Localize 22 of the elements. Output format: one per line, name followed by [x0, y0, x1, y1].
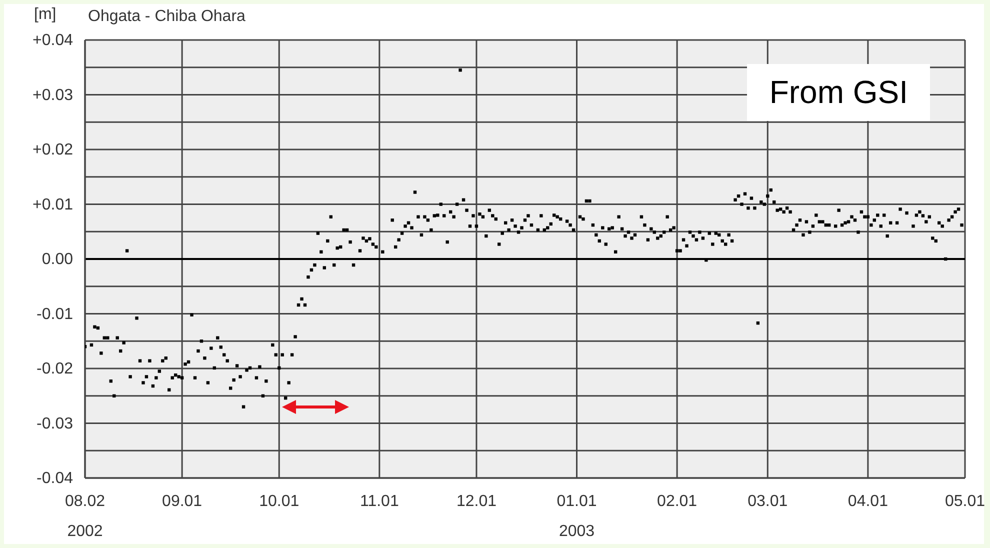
x-tick-label: 02.01	[657, 493, 698, 510]
x-tick-label: 10.01	[259, 493, 300, 510]
x-tick-label: 04.01	[848, 493, 888, 510]
x-tick-label: 05.01	[944, 493, 986, 510]
y-tick-label: +0.01	[32, 196, 74, 214]
x-tick-label: 03.01	[748, 493, 788, 510]
y-tick-label: +0.03	[32, 86, 74, 104]
y-tick-label: -0.03	[36, 415, 74, 432]
y-tick-label: -0.01	[36, 306, 74, 323]
y-tick-label: +0.02	[32, 142, 74, 158]
y-tick-label: +0.04	[32, 32, 74, 49]
y-tick-label: 0.00	[42, 251, 74, 268]
annotation: From GSI	[769, 74, 908, 111]
x-tick-label: 08.02 2002	[64, 493, 106, 540]
y-tick-label: -0.02	[36, 360, 74, 378]
x-tick-label: 11.01	[360, 493, 399, 510]
x-tick-label: 01.01 2003	[556, 493, 597, 540]
x-tick-label: 12.01	[456, 493, 497, 510]
y-tick-label: -0.04	[36, 470, 74, 487]
chart-title: Ohgata - Chiba Ohara	[88, 8, 246, 26]
y-axis-title: [m]	[34, 6, 56, 24]
x-tick-label: 09.01	[162, 493, 202, 510]
